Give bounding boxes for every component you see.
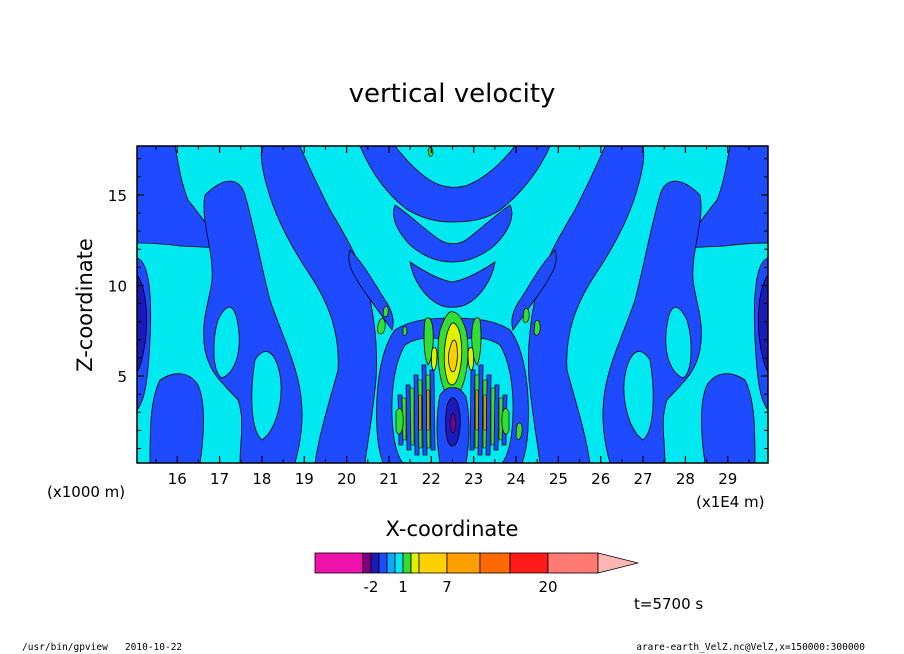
x-tick-label: 18 — [252, 470, 271, 488]
contour-region-weak — [665, 307, 692, 379]
contour-region-stronger-up — [448, 339, 458, 373]
x-tick-label: 23 — [464, 470, 483, 488]
x-tick-label: 22 — [422, 470, 441, 488]
colorbar-extend-arrow — [597, 552, 639, 574]
x-unit-right: (x1E4 m) — [696, 493, 765, 511]
contour-region-up — [515, 422, 523, 440]
contour-region-up — [382, 306, 389, 318]
colorbar-tick-label: 20 — [538, 578, 557, 596]
contour-region-down — [701, 373, 756, 463]
x-tick-label: 28 — [676, 470, 695, 488]
colorbar-segment — [402, 552, 412, 574]
colorbar-segment — [547, 552, 599, 574]
x-tick-label: 29 — [718, 470, 737, 488]
contour-region-down — [348, 249, 394, 331]
contour-region-down — [149, 373, 204, 463]
contour-region-up — [395, 408, 404, 435]
contour-region-down — [260, 146, 378, 463]
colorbar-segment — [386, 552, 396, 574]
x-tick-label: 19 — [295, 470, 314, 488]
x-tick-label: 25 — [549, 470, 568, 488]
contour-region-down — [359, 146, 551, 223]
contour-region-stronger-up — [426, 389, 430, 431]
contour-region-strong-down — [137, 274, 147, 373]
contour-region-weak — [213, 307, 240, 379]
x-axis-ticks: 16 17 18 19 20 21 22 23 24 25 26 27 28 29 — [155, 146, 750, 488]
x-axis-label: X-coordinate — [386, 517, 519, 541]
colorbar-tick-label: 1 — [398, 578, 408, 596]
colorbar — [314, 552, 639, 574]
contour-region-up — [427, 146, 434, 157]
x-tick-label: 20 — [337, 470, 356, 488]
colorbar-segment — [314, 552, 364, 574]
contour-region-strong-up — [467, 346, 475, 371]
contour-region-up — [377, 318, 386, 335]
contour-region-strong-up — [430, 346, 438, 371]
contour-region-up — [409, 387, 415, 446]
contour-region-down — [421, 364, 428, 456]
contour-region-up — [490, 387, 496, 446]
footer-right: arare-earth_VelZ.nc@VelZ,x=150000:300000 — [636, 642, 865, 653]
colorbar-segment — [394, 552, 404, 574]
contour-region-stronger-up — [483, 394, 487, 431]
contour-region-weak — [251, 351, 282, 441]
x-tick-label: 27 — [634, 470, 653, 488]
y-axis-label: Z-coordinate — [73, 238, 97, 372]
time-annotation: t=5700 s — [634, 595, 703, 613]
colorbar-tick-labels: -2 1 7 20 — [364, 578, 558, 596]
contour-region-down — [413, 374, 420, 456]
contour-region-stronger-up — [418, 394, 422, 431]
striped-lobes-strong — [418, 389, 487, 431]
contour-plot-area — [137, 146, 768, 463]
colorbar-tick-label: 7 — [442, 578, 452, 596]
colorbar-segment — [410, 552, 420, 574]
contour-region-down — [469, 369, 476, 451]
contour-region-up — [402, 326, 408, 337]
colorbar-segment — [418, 552, 448, 574]
colorbar-tick-label: -2 — [364, 578, 379, 596]
x-tick-label: 17 — [210, 470, 229, 488]
contour-region-weak — [623, 351, 654, 441]
contour-region-down — [409, 261, 496, 308]
x-unit-left: (x1000 m) — [47, 483, 125, 501]
colorbar-segment — [446, 552, 481, 574]
colorbar-segment — [370, 552, 380, 574]
contour-region-stronger-up — [475, 389, 479, 431]
chart-title: vertical velocity — [349, 79, 556, 109]
contour-region-up — [498, 397, 504, 441]
footer-left: /usr/bin/gpview 2010-10-22 — [22, 642, 182, 653]
contour-region-up — [501, 408, 510, 435]
contour-region-strong-down — [758, 274, 768, 373]
colorbar-segment — [509, 552, 549, 574]
contour-region-down — [511, 249, 557, 331]
x-tick-label: 24 — [506, 470, 525, 488]
y-tick-label: 5 — [117, 368, 127, 386]
colorbar-segment — [479, 552, 511, 574]
contour-region-down — [527, 146, 645, 463]
x-tick-label: 21 — [379, 470, 398, 488]
colorbar-segment — [378, 552, 388, 574]
striped-lobes — [397, 364, 508, 456]
contour-region-deep-down — [450, 413, 456, 434]
contour-region-up — [533, 320, 541, 336]
contour-region-down — [429, 369, 436, 451]
colorbar-segment — [362, 552, 372, 574]
x-tick-label: 26 — [591, 470, 610, 488]
contour-region-down — [405, 384, 412, 451]
x-tick-label: 16 — [168, 470, 187, 488]
y-axis-ticks: 5 10 15 — [108, 158, 768, 450]
contour-region-up — [522, 308, 530, 323]
y-tick-label: 10 — [108, 277, 127, 295]
y-tick-label: 15 — [108, 187, 127, 205]
contour-region-down — [393, 204, 513, 263]
